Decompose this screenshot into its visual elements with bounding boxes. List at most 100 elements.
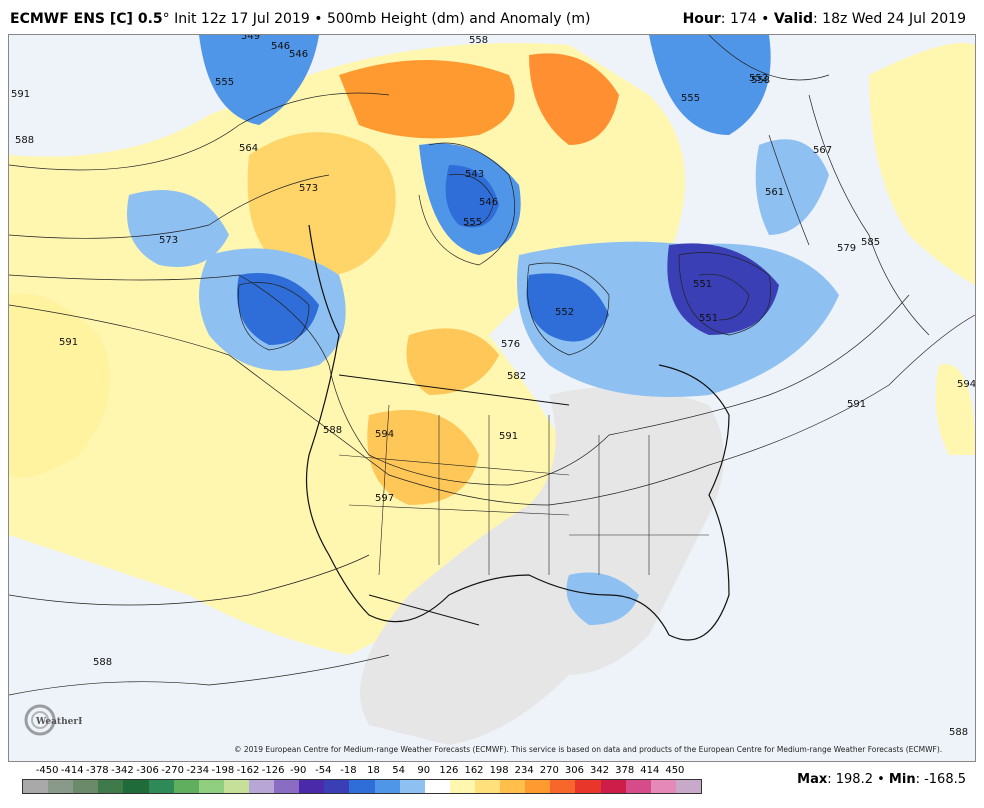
trough-bering [199, 35, 319, 125]
colorbar-tick-label: -234 [186, 765, 210, 776]
trough-baffin [649, 35, 771, 135]
contour-label: 585 [861, 237, 880, 248]
colorbar-tick-label: -270 [161, 765, 185, 776]
max-min-stats: Max: 198.2 • Min: -168.5 [797, 772, 966, 787]
max-label: Max [797, 772, 828, 787]
contour-label: 551 [699, 313, 718, 324]
contour-label: 543 [465, 169, 484, 180]
contour-label: 567 [813, 145, 832, 156]
colorbar-tick-label: -90 [290, 765, 307, 776]
contour-label: 551 [693, 279, 712, 290]
contour-label: 573 [159, 235, 178, 246]
colorbar-tick-label: 126 [439, 765, 459, 776]
logo-swirl-icon: WeatherBELL [24, 704, 106, 736]
map-title: ECMWF ENS [C] 0.5° Init 12z 17 Jul 2019 … [10, 11, 591, 27]
colorbar-tick-label: 450 [665, 765, 685, 776]
colorbar-swatch [173, 780, 199, 793]
colorbar-swatch [73, 780, 99, 793]
contour-label: 588 [15, 135, 34, 146]
colorbar-swatch [48, 780, 74, 793]
colorbar [22, 779, 702, 794]
contour-label: 564 [239, 143, 258, 154]
contour-label: 558 [469, 35, 488, 46]
contour-label: 549 [241, 35, 260, 42]
ridge-arctic [339, 60, 515, 139]
colorbar-tick-label: 414 [640, 765, 660, 776]
colorbar-tick-label: -414 [60, 765, 84, 776]
colorbar-tick-label: 306 [564, 765, 584, 776]
weatherbell-logo: WeatherBELL [22, 700, 106, 740]
trough-gulf-of-mexico [566, 572, 639, 625]
contour-label: 588 [949, 727, 968, 738]
trough-hudson-core [445, 165, 499, 228]
contour-label: 573 [299, 183, 318, 194]
colorbar-swatch [274, 780, 300, 793]
colorbar-swatch [525, 780, 551, 793]
contour-label: 561 [765, 187, 784, 198]
logo-text: WeatherBELL [35, 717, 82, 727]
contour-label: 546 [271, 41, 290, 52]
contour-label: 594 [957, 379, 975, 390]
trough-pacific-nw-core [237, 273, 319, 345]
colorbar-swatch [98, 780, 124, 793]
hour-value: : 174 [720, 11, 757, 27]
contour-label: 591 [499, 431, 518, 442]
colorbar-tick-label: -306 [136, 765, 159, 776]
contour-label: 555 [463, 217, 482, 228]
neutral-land-region [360, 387, 724, 745]
contour-label: 558 [751, 75, 770, 86]
stats-separator: • [872, 772, 889, 787]
colorbar-swatch [500, 780, 526, 793]
colorbar-tick-label: 198 [489, 765, 509, 776]
trough-great-lakes-core [526, 273, 609, 342]
title-separator: • [314, 11, 323, 27]
colorbar-swatch [223, 780, 249, 793]
positive-anomaly-region-east [869, 43, 975, 285]
contour-label: 552 [749, 73, 768, 84]
min-value: : -168.5 [915, 772, 966, 787]
colorbar-tick-label: 342 [590, 765, 610, 776]
colorbar-swatch [148, 780, 174, 793]
degree-symbol: ° [162, 11, 170, 27]
us-canada-border [338, 374, 570, 406]
us-mexico-border [368, 594, 480, 626]
ridge-central-us [367, 410, 479, 505]
contour-label: 588 [323, 425, 342, 436]
colorbar-tick-label: 90 [417, 765, 431, 776]
trough-labrador-core [667, 243, 779, 335]
colorbar-tick-label: -18 [340, 765, 357, 776]
contour-label: 579 [837, 243, 856, 254]
colorbar-swatch [650, 780, 676, 793]
model-name: ECMWF ENS [C] 0.5 [10, 11, 163, 27]
colorbar-swatch [198, 780, 224, 793]
max-value: : 198.2 [827, 772, 873, 787]
colorbar-swatch [374, 780, 400, 793]
valid-value: : 18z Wed 24 Jul 2019 [813, 11, 966, 27]
contour-label: 582 [507, 371, 526, 382]
colorbar-swatch [675, 780, 701, 793]
colorbar-swatch [123, 780, 149, 793]
colorbar-swatch [324, 780, 350, 793]
colorbar-tick-label: 378 [615, 765, 635, 776]
field-description: 500mb Height (dm) and Anomaly (m) [326, 11, 591, 27]
colorbar-swatch [449, 780, 475, 793]
colorbar-swatch [399, 780, 425, 793]
colorbar-swatch [424, 780, 450, 793]
contour-label: 591 [59, 337, 78, 348]
contour-label: 588 [93, 657, 112, 668]
contour-label: 576 [501, 339, 520, 350]
contour-label: 546 [479, 197, 498, 208]
contour-label: 591 [11, 89, 30, 100]
colorbar-swatch [23, 780, 49, 793]
map-header: ECMWF ENS [C] 0.5° Init 12z 17 Jul 2019 … [0, 0, 984, 34]
ridge-west-canada [247, 132, 396, 277]
colorbar-tick-label: 18 [367, 765, 380, 776]
colorbar-swatch [474, 780, 501, 793]
min-label: Min [888, 772, 916, 787]
colorbar-tick-label: 270 [539, 765, 559, 776]
ridge-plains [406, 328, 499, 395]
colorbar-swatch [299, 780, 325, 793]
colorbar-tick-label: 234 [514, 765, 534, 776]
colorbar-swatch [248, 780, 275, 793]
colorbar-swatch [625, 780, 651, 793]
